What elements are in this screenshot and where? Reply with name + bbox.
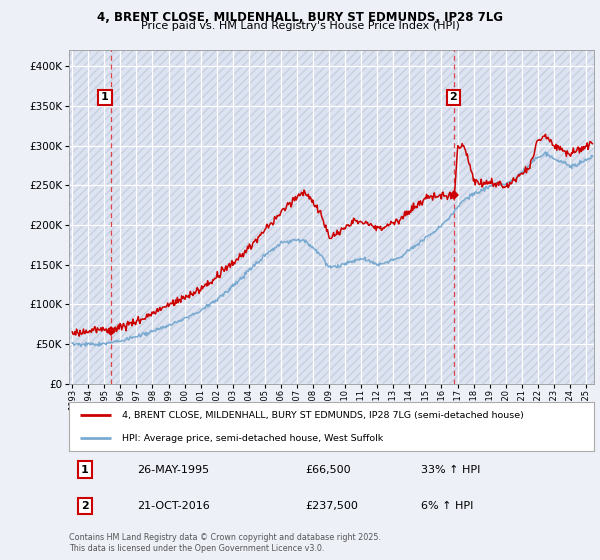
Text: 1: 1 — [101, 92, 109, 102]
Text: £66,500: £66,500 — [305, 464, 351, 474]
Text: HPI: Average price, semi-detached house, West Suffolk: HPI: Average price, semi-detached house,… — [121, 434, 383, 443]
Text: 33% ↑ HPI: 33% ↑ HPI — [421, 464, 480, 474]
Text: 21-OCT-2016: 21-OCT-2016 — [137, 501, 210, 511]
Text: 1: 1 — [81, 464, 89, 474]
Text: 2: 2 — [449, 92, 457, 102]
Text: Contains HM Land Registry data © Crown copyright and database right 2025.
This d: Contains HM Land Registry data © Crown c… — [69, 533, 381, 553]
Text: 6% ↑ HPI: 6% ↑ HPI — [421, 501, 473, 511]
Text: £237,500: £237,500 — [305, 501, 358, 511]
Text: 4, BRENT CLOSE, MILDENHALL, BURY ST EDMUNDS, IP28 7LG (semi-detached house): 4, BRENT CLOSE, MILDENHALL, BURY ST EDMU… — [121, 411, 523, 420]
Text: 26-MAY-1995: 26-MAY-1995 — [137, 464, 209, 474]
Text: 4, BRENT CLOSE, MILDENHALL, BURY ST EDMUNDS, IP28 7LG: 4, BRENT CLOSE, MILDENHALL, BURY ST EDMU… — [97, 11, 503, 24]
Text: Price paid vs. HM Land Registry's House Price Index (HPI): Price paid vs. HM Land Registry's House … — [140, 21, 460, 31]
Text: 2: 2 — [81, 501, 89, 511]
